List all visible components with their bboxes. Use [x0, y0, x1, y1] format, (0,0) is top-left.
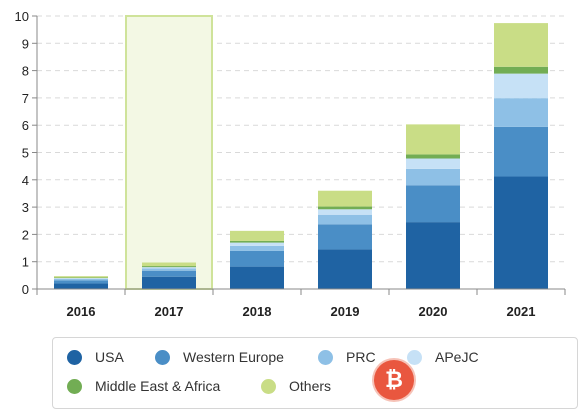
legend-label: APeJC [435, 349, 479, 365]
legend-item-usa[interactable]: USA [67, 349, 124, 365]
bar-segment-2019-usa[interactable] [318, 249, 372, 289]
legend-swatch [407, 349, 422, 365]
grid-lines [37, 15, 565, 263]
bar-segment-2020-prc[interactable] [406, 168, 460, 186]
bar-segment-2016-apejc[interactable] [54, 278, 108, 279]
bar-segment-2016-middle-east-africa[interactable] [54, 277, 108, 279]
highlight-band [125, 15, 213, 290]
bar-segment-2021-western-europe[interactable] [494, 126, 548, 177]
x-tick-labels: 2016 2017 2018 2019 2020 2021 [67, 304, 536, 319]
bar-segment-2017-usa[interactable] [142, 276, 196, 289]
y-tick-label: 8 [22, 64, 29, 79]
legend-swatch [67, 378, 82, 394]
bar-segment-2017-middle-east-africa[interactable] [142, 266, 196, 268]
y-tick-label: 1 [22, 255, 29, 270]
x-tick-label: 2018 [243, 304, 272, 319]
legend-item-western-europe[interactable]: Western Europe [155, 349, 284, 365]
y-tick-label: 6 [22, 118, 29, 133]
bar-segment-2018-middle-east-africa[interactable] [230, 240, 284, 243]
y-tick-label: 2 [22, 227, 29, 242]
y-tick-label: 5 [22, 146, 29, 161]
bar-segment-2020-apejc[interactable] [406, 158, 460, 169]
bitcoin-icon: ₿ [385, 368, 403, 393]
legend-swatch [318, 349, 333, 365]
x-tick-label: 2019 [331, 304, 360, 319]
bar-segment-2017-others[interactable] [142, 262, 196, 267]
legend-swatch [261, 378, 276, 394]
bar-segment-2021-usa[interactable] [494, 176, 548, 289]
legend-item-apejc[interactable]: APeJC [407, 349, 479, 365]
bar-segment-2019-middle-east-africa[interactable] [318, 206, 372, 210]
svg-text:₿: ₿ [385, 368, 403, 393]
bar-segment-2016-prc[interactable] [54, 278, 108, 281]
bar-segment-2018-usa[interactable] [230, 266, 284, 289]
highlight-band-2017 [125, 15, 213, 290]
bitcoin-watermark-icon: ₿ [374, 360, 414, 400]
legend-label: Middle East & Africa [95, 378, 221, 394]
bar-segment-2016-western-europe[interactable] [54, 280, 108, 284]
y-tick-label: 9 [22, 36, 29, 51]
x-tick-label: 2021 [507, 304, 536, 319]
bar-segment-2017-prc[interactable] [142, 268, 196, 271]
bar-segment-2021-apejc[interactable] [494, 73, 548, 99]
bar-segment-2021-others[interactable] [494, 23, 548, 67]
legend: USA Western Europe PRC APeJC Middle East… [52, 337, 578, 409]
bar-segment-2019-others[interactable] [318, 190, 372, 207]
y-tick-label: 3 [22, 200, 29, 215]
legend-label: PRC [346, 349, 376, 365]
axes [32, 15, 566, 295]
y-tick-label: 0 [22, 282, 29, 297]
bar-segment-2020-western-europe[interactable] [406, 185, 460, 223]
y-tick-label: 4 [22, 173, 29, 188]
bar-segment-2019-prc[interactable] [318, 214, 372, 225]
bar-segment-2018-western-europe[interactable] [230, 250, 284, 267]
bar-segment-2017-western-europe[interactable] [142, 270, 196, 277]
bar-segment-2020-middle-east-africa[interactable] [406, 154, 460, 159]
bar-segment-2021-middle-east-africa[interactable] [494, 66, 548, 74]
legend-swatch [67, 349, 82, 365]
bar-segment-2017-apejc[interactable] [142, 267, 196, 269]
y-tick-labels: 0 1 2 3 4 5 6 7 8 9 10 [15, 9, 29, 297]
x-tick-label: 2017 [155, 304, 184, 319]
bar-segment-2016-usa[interactable] [54, 283, 108, 289]
y-tick-label: 7 [22, 91, 29, 106]
legend-item-prc[interactable]: PRC [318, 349, 376, 365]
bar-segment-2018-prc[interactable] [230, 245, 284, 251]
legend-swatch [155, 349, 170, 365]
x-tick-label: 2020 [419, 304, 448, 319]
legend-item-others[interactable]: Others [261, 378, 331, 394]
bar-segment-2018-apejc[interactable] [230, 242, 284, 246]
bar-segment-2020-others[interactable] [406, 124, 460, 155]
bars [54, 23, 548, 289]
legend-label: Others [289, 378, 332, 394]
bar-segment-2016-others[interactable] [54, 276, 108, 278]
bar-segment-2019-apejc[interactable] [318, 209, 372, 215]
legend-label: USA [95, 349, 124, 365]
x-tick-label: 2016 [67, 304, 96, 319]
legend-item-middle-east-africa[interactable]: Middle East & Africa [67, 378, 220, 394]
bar-segment-2018-others[interactable] [230, 230, 284, 241]
y-tick-label: 10 [15, 9, 29, 24]
bar-segment-2020-usa[interactable] [406, 222, 460, 289]
bar-segment-2021-prc[interactable] [494, 98, 548, 127]
bar-segment-2019-western-europe[interactable] [318, 224, 372, 250]
legend-label: Western Europe [183, 349, 284, 365]
